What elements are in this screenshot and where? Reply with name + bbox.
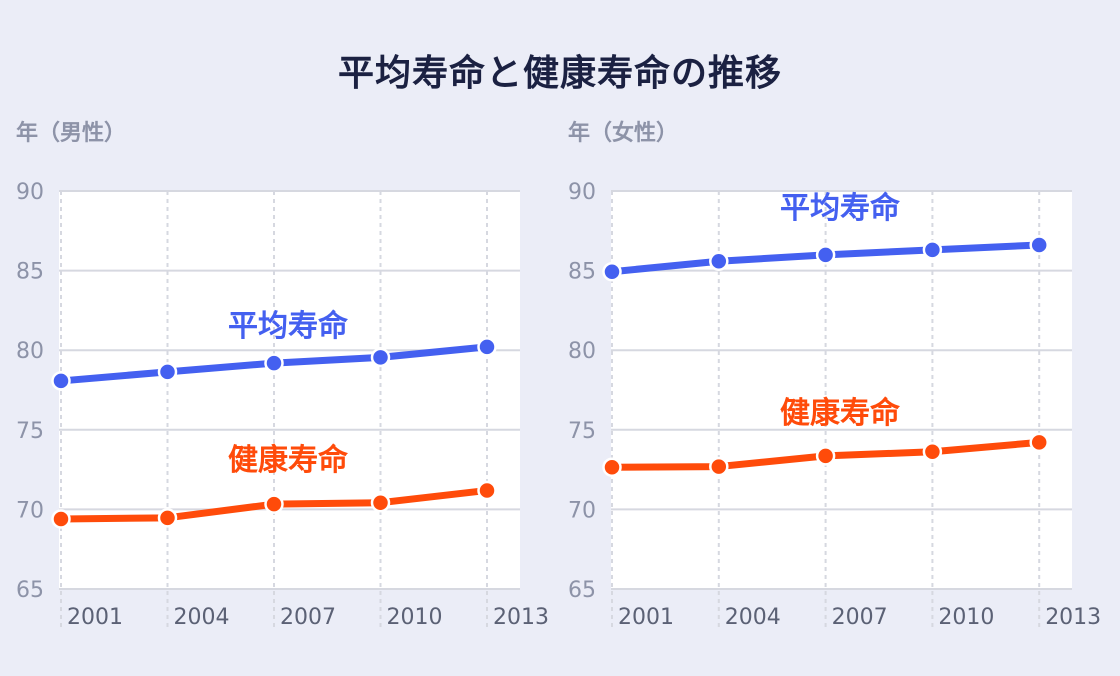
data-point — [370, 347, 391, 368]
x-tick-label: 2013 — [493, 605, 549, 630]
x-tick-label: 2007 — [280, 605, 336, 630]
data-point — [477, 337, 497, 357]
y-tick-label: 80 — [568, 339, 596, 364]
y-axis-label: 年（女性） — [568, 120, 678, 146]
y-tick-label: 85 — [16, 260, 44, 285]
data-point — [157, 508, 178, 528]
series-label: 平均寿命 — [780, 191, 901, 226]
chart-panel-1: 90 85 80 75 70 65 2001 2004 2007 2010 2013 年（男性） 平均寿… — [16, 120, 549, 630]
data-point — [709, 456, 729, 477]
chart-panel-2: 90 85 80 75 70 65 2001 2004 2007 2010 2013 年（女性） 平均寿… — [568, 120, 1101, 630]
data-point — [51, 371, 71, 391]
data-point — [1029, 432, 1049, 453]
y-tick-label: 80 — [16, 339, 44, 364]
y-tick-label: 65 — [568, 578, 596, 603]
data-point — [51, 509, 71, 529]
page-title: 平均寿命と健康寿命の推移 — [337, 53, 782, 94]
data-point — [709, 251, 729, 271]
y-tick-label: 75 — [568, 419, 596, 444]
data-point — [157, 362, 178, 382]
y-tick-label: 75 — [16, 419, 44, 444]
series-label: 健康寿命 — [780, 396, 901, 431]
x-tick-label: 2001 — [618, 605, 674, 630]
y-tick-label: 70 — [568, 498, 596, 523]
y-tick-label: 65 — [16, 578, 44, 603]
data-point — [602, 457, 622, 477]
data-point — [922, 240, 943, 260]
data-point — [815, 245, 836, 265]
x-tick-label: 2001 — [67, 605, 123, 630]
data-point — [264, 494, 284, 514]
y-tick-label: 70 — [16, 498, 44, 523]
data-point — [602, 261, 622, 282]
data-point — [1029, 235, 1049, 255]
x-tick-label: 2004 — [725, 605, 781, 630]
data-point — [370, 492, 391, 513]
y-tick-label: 90 — [16, 180, 44, 205]
y-tick-label: 85 — [568, 260, 596, 285]
data-point — [815, 446, 836, 466]
x-tick-label: 2013 — [1045, 605, 1101, 630]
plot-area — [59, 191, 520, 589]
x-tick-label: 2010 — [387, 605, 443, 630]
x-tick-label: 2007 — [832, 605, 888, 630]
data-point — [477, 480, 497, 501]
series-label: 健康寿命 — [228, 443, 349, 478]
y-axis-label: 年（男性） — [16, 120, 126, 146]
y-tick-label: 90 — [568, 180, 596, 205]
x-tick-label: 2004 — [174, 605, 230, 630]
data-point — [264, 353, 284, 373]
x-tick-label: 2010 — [938, 605, 994, 630]
series-label: 平均寿命 — [228, 309, 349, 344]
data-point — [922, 442, 943, 462]
